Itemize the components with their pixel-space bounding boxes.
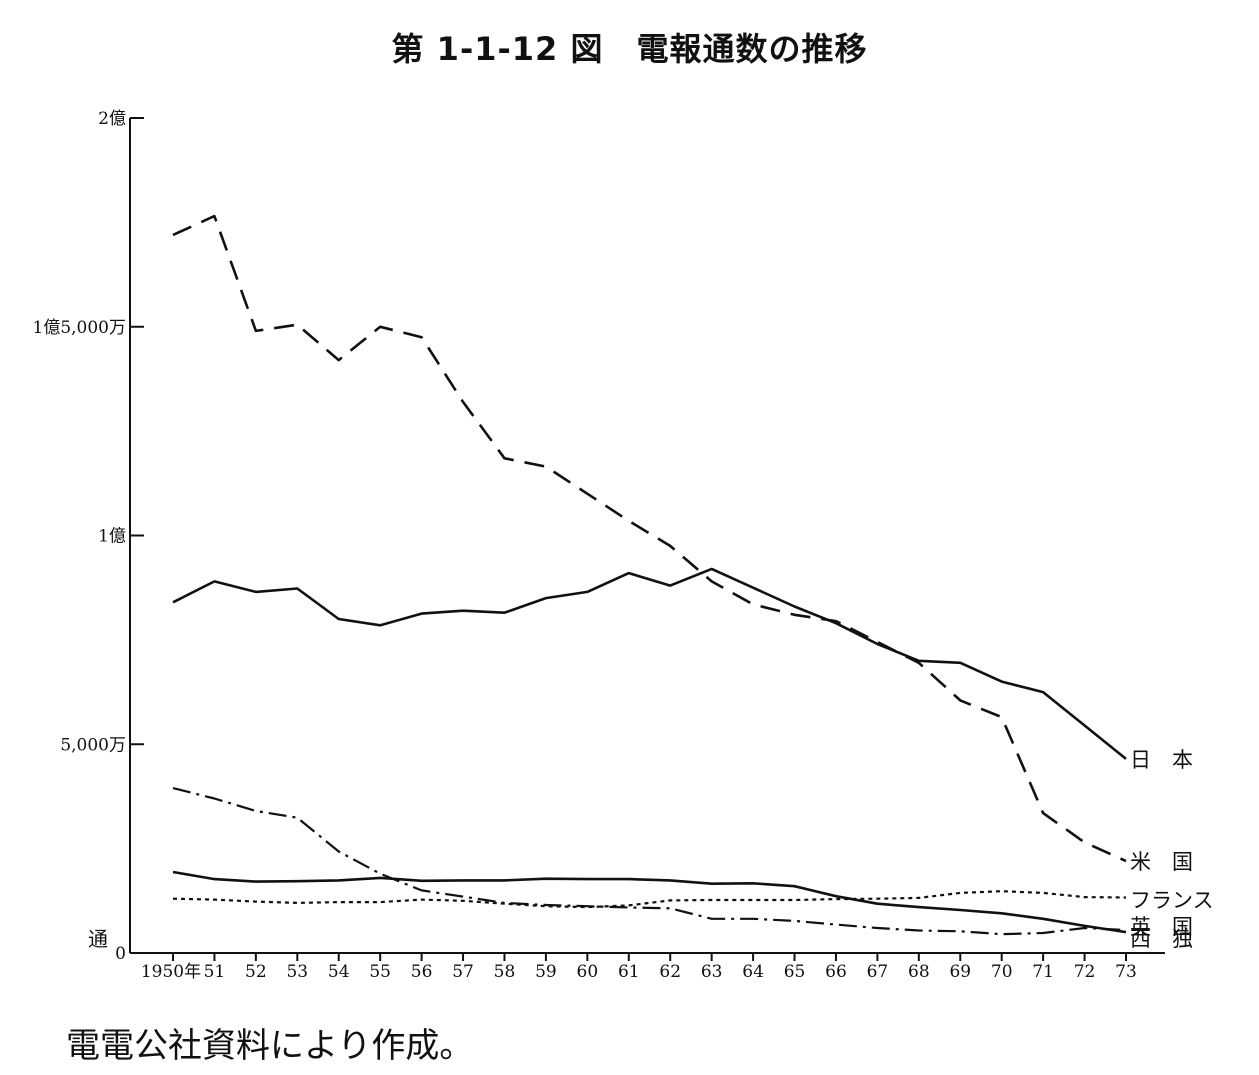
y-axis-label: 通 [88,927,108,951]
y-tick-label: 1億5,000万 [33,318,126,338]
x-tick-label: 66 [825,962,847,982]
x-tick-label: 56 [411,962,433,982]
chart-axes [129,118,1165,954]
series-line [172,214,1127,863]
y-tick-label: 2億 [98,109,126,129]
x-tick-label: 53 [286,962,308,982]
source-note: 電電公社資料により作成。 [66,1026,474,1066]
x-tick-label: 64 [742,962,764,982]
series-line [172,870,1127,934]
series-label: フランス [1130,888,1214,912]
x-tick-label: 57 [452,962,474,982]
y-tick-label: 1億 [98,527,126,547]
series-label: 米 国 [1130,850,1193,874]
x-tick-label: 54 [328,962,350,982]
x-tick-label: 68 [908,962,930,982]
x-tick-label: 55 [369,962,391,982]
series-label: 英 国 [1130,915,1193,939]
x-tick-label: 62 [659,962,681,982]
y-tick-label: 0 [115,944,126,964]
chart-title: 第 1-1-12 図 電報通数の推移 [391,30,868,68]
x-tick-label: 61 [618,962,640,982]
x-tick-label: 65 [784,962,806,982]
x-tick-label: 70 [991,962,1013,982]
series-label: 日 本 [1130,748,1193,772]
x-tick-label: 73 [1115,962,1137,982]
chart-series [172,214,1127,936]
series-line [172,890,1127,909]
x-tick-label: 63 [701,962,723,982]
x-tick-label: 59 [535,962,557,982]
chart-ticks: 0 5,000万 1億 1億5,000万 2億通 1950年 51 52 53 54 55 56 57 5… [33,109,1137,982]
y-tick-label: 5,000万 [60,735,126,755]
x-tick-label: 72 [1074,962,1096,982]
series-line [172,787,1127,936]
x-tick-label: 52 [245,962,267,982]
x-tick-label: 60 [577,962,599,982]
x-tick-label: 1950年 [141,962,201,982]
x-tick-label: 51 [204,962,226,982]
series-label: 西 独 [1130,927,1193,951]
x-tick-label: 71 [1032,962,1054,982]
x-tick-label: 58 [494,962,516,982]
x-tick-label: 69 [949,962,971,982]
series-line [172,567,1127,760]
x-tick-label: 67 [867,962,889,982]
